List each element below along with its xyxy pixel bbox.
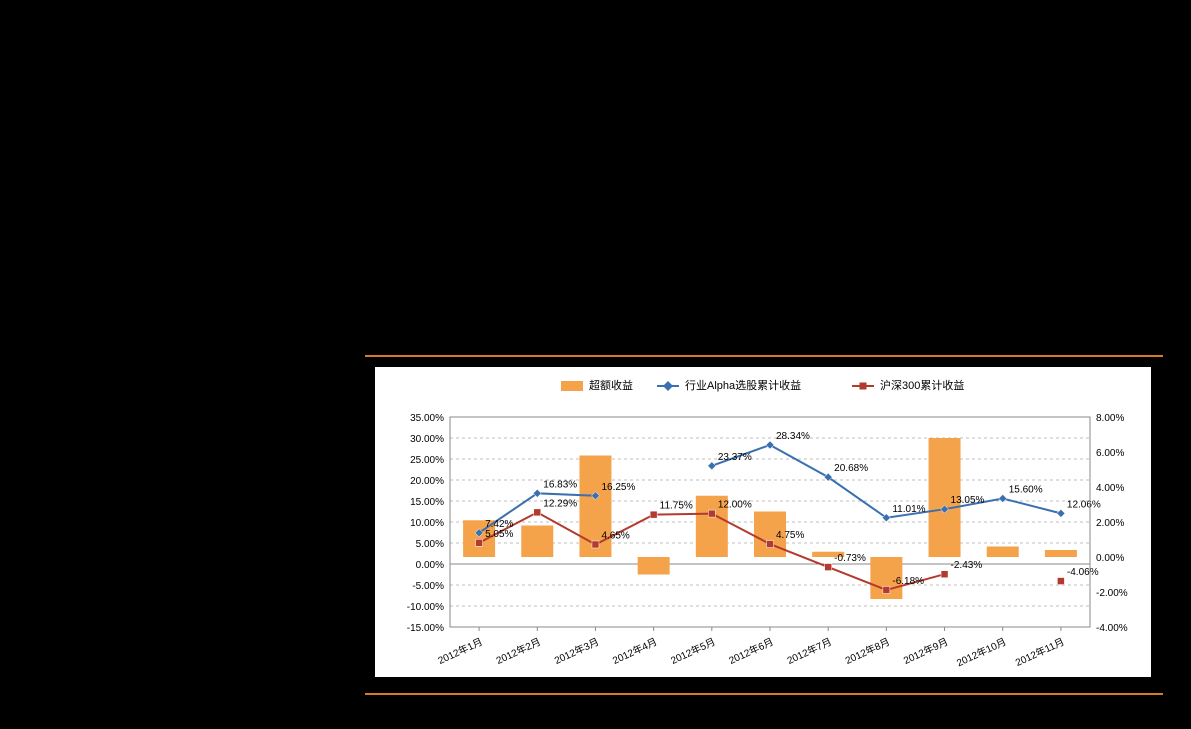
y-left-tick: -15.00%: [407, 623, 444, 634]
x-tick-label: 2012年6月: [727, 635, 776, 667]
data-label: 16.83%: [543, 479, 577, 490]
data-label: 23.37%: [718, 452, 752, 463]
x-tick-label: 2012年8月: [843, 635, 892, 667]
legend-label: 沪深300累计收益: [880, 378, 964, 392]
square-marker: [825, 564, 832, 571]
bottom-rule: [365, 693, 1163, 695]
y-left-tick: 25.00%: [410, 455, 444, 466]
data-label: 12.29%: [543, 498, 577, 509]
data-label: -4.06%: [1067, 567, 1099, 578]
data-label: -2.43%: [951, 560, 983, 571]
square-marker: [534, 509, 541, 516]
y-right-tick: 6.00%: [1096, 448, 1124, 459]
square-marker: [941, 571, 948, 578]
data-label: 7.42%: [485, 519, 513, 530]
x-tick-label: 2012年10月: [954, 635, 1008, 669]
data-label: 16.25%: [601, 482, 635, 493]
square-marker: [592, 541, 599, 548]
y-right-tick: 0.00%: [1096, 553, 1124, 564]
y-left-tick: -5.00%: [412, 581, 444, 592]
data-label: 20.68%: [834, 463, 868, 474]
x-tick-label: 2012年5月: [668, 635, 717, 667]
data-label: 13.05%: [951, 495, 985, 506]
chart-svg: -15.00% -10.00% -5.00% 0.00% 5.00% 10.00% 15.0…: [375, 367, 1151, 677]
y-right-tick: 4.00%: [1096, 483, 1124, 494]
top-rule: [365, 355, 1163, 357]
square-marker: [476, 539, 483, 546]
square-marker: [767, 541, 774, 548]
bar: [638, 557, 670, 575]
y-right-tick: -4.00%: [1096, 623, 1128, 634]
x-tick-label: 2012年7月: [785, 635, 834, 667]
y-left-tick: 15.00%: [410, 497, 444, 508]
data-label: 15.60%: [1009, 484, 1043, 495]
square-marker: [708, 510, 715, 517]
chart-panel: -15.00% -10.00% -5.00% 0.00% 5.00% 10.00% 15.0…: [375, 367, 1151, 677]
legend-swatch-diamond: [663, 381, 673, 391]
data-label: 12.06%: [1067, 499, 1101, 510]
bar: [521, 526, 553, 558]
x-tick-label: 2012年1月: [436, 635, 485, 667]
y-left-tick: 5.00%: [416, 539, 444, 550]
y-left-tick: 30.00%: [410, 434, 444, 445]
chart-container: -15.00% -10.00% -5.00% 0.00% 5.00% 10.00% 15.0…: [365, 355, 1163, 695]
legend-swatch-bar: [561, 381, 583, 391]
y-right-tick: 8.00%: [1096, 413, 1124, 424]
data-label: 28.34%: [776, 431, 810, 442]
legend-swatch-square: [860, 383, 867, 390]
legend-label: 超额收益: [589, 378, 633, 392]
square-marker: [1057, 578, 1064, 585]
y-left-tick: -10.00%: [407, 602, 444, 613]
y-right-tick: 2.00%: [1096, 518, 1124, 529]
data-label: 4.75%: [776, 530, 804, 541]
square-marker: [650, 511, 657, 518]
y-right-tick: -2.00%: [1096, 588, 1128, 599]
y-left-tick: 0.00%: [416, 560, 444, 571]
x-tick-label: 2012年2月: [494, 635, 543, 667]
data-label: -6.18%: [892, 576, 924, 587]
x-tick-label: 2012年4月: [610, 635, 659, 667]
square-marker: [883, 586, 890, 593]
y-left-tick: 20.00%: [410, 476, 444, 487]
x-tick-label: 2012年11月: [1013, 635, 1066, 669]
data-label: -0.73%: [834, 553, 866, 564]
data-label: 4.65%: [601, 530, 629, 541]
bar: [987, 547, 1019, 558]
y-left-tick: 10.00%: [410, 518, 444, 529]
data-label: 11.75%: [660, 501, 693, 512]
x-tick-label: 2012年9月: [901, 635, 950, 667]
legend-label: 行业Alpha选股累计收益: [685, 378, 801, 392]
bar: [1045, 550, 1077, 557]
y-left-tick: 35.00%: [410, 413, 444, 424]
x-tick-label: 2012年3月: [552, 635, 601, 667]
data-label: 12.00%: [718, 500, 752, 511]
data-label: 5.05%: [485, 529, 513, 540]
data-label: 11.01%: [892, 504, 925, 515]
